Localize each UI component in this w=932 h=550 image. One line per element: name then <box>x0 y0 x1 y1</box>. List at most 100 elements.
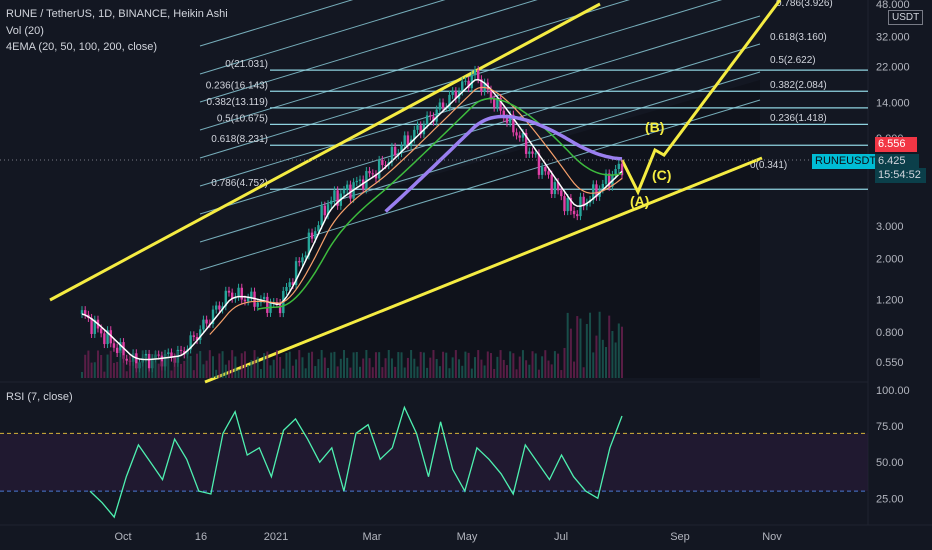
volume-bar <box>196 353 199 378</box>
volume-bar <box>569 328 572 378</box>
currency-badge[interactable]: USDT <box>888 10 924 25</box>
fib-retracement-label: 0.5(10.675) <box>217 113 268 124</box>
volume-bar <box>157 363 160 378</box>
candle-body <box>211 309 215 324</box>
candle-body <box>355 180 358 183</box>
fib-extension-label: 0.5(2.622) <box>770 55 816 66</box>
volume-bar <box>589 312 592 378</box>
candle-body <box>592 184 595 200</box>
rsi-tick-label: 25.00 <box>876 493 904 505</box>
time-tick-label: 16 <box>195 531 207 543</box>
candle-body <box>576 214 579 217</box>
volume-bar <box>429 357 432 378</box>
wave-label: (B) <box>645 119 664 135</box>
volume-bar <box>592 352 595 378</box>
candle-body <box>262 296 266 300</box>
volume-bar <box>253 350 256 378</box>
candle-body <box>346 184 349 191</box>
volume-bar <box>566 312 569 378</box>
price-tick-label: 0.550 <box>876 357 904 369</box>
volume-bar <box>397 352 400 378</box>
candle-body <box>377 159 381 179</box>
fib-extension-label: 0.786(3.926) <box>776 0 833 9</box>
volume-bar <box>518 356 521 378</box>
volume-bar <box>547 360 550 378</box>
candle-body <box>330 200 333 205</box>
candle-body <box>336 190 339 206</box>
volume-legend[interactable]: Vol (20) <box>6 25 44 37</box>
candle-body <box>569 198 573 211</box>
symbol-legend[interactable]: RUNE / TetherUS, 1D, BINANCE, Heikin Ash… <box>6 8 228 20</box>
channel-parallel-line <box>199 0 723 159</box>
volume-bar <box>320 350 323 378</box>
candle-body <box>285 287 288 291</box>
candle-body <box>294 261 298 286</box>
volume-bar <box>614 342 617 378</box>
price-pane[interactable]: 0(21.031) 0.236(16.143) 0.382(13.119) 0.5(1… <box>0 0 868 384</box>
candle-body <box>499 97 502 111</box>
volume-bar <box>611 331 614 378</box>
candle-body <box>147 353 151 369</box>
volume-bar <box>422 352 425 378</box>
candle-body <box>119 342 122 354</box>
volume-bar <box>362 358 365 378</box>
candle-body <box>365 171 368 190</box>
candle-body <box>230 292 234 299</box>
candle-body <box>250 291 253 298</box>
candle-body <box>563 196 566 212</box>
volume-bar <box>390 358 393 378</box>
volume-bar <box>528 364 531 378</box>
wave-label: (C) <box>652 167 671 183</box>
volume-bar <box>557 353 560 378</box>
volume-bar <box>438 366 441 378</box>
volume-bar <box>288 351 291 378</box>
candle-body <box>461 81 464 92</box>
fib-retracement-label: 0.236(16.143) <box>206 80 268 91</box>
volume-bar <box>112 362 115 378</box>
candle-body <box>470 75 474 89</box>
candle-body <box>550 174 553 195</box>
candle-body <box>99 328 103 334</box>
rsi-legend[interactable]: RSI (7, close) <box>6 391 73 403</box>
ema-legend[interactable]: 4EMA (20, 50, 100, 200, close) <box>6 41 158 53</box>
volume-bar <box>458 359 461 378</box>
volume-bar <box>432 350 435 378</box>
volume-bar <box>183 360 186 378</box>
volume-bar <box>96 350 99 378</box>
volume-bar <box>435 359 438 378</box>
candle-body <box>601 183 605 190</box>
volume-bar <box>119 350 122 378</box>
candle-body <box>218 305 221 310</box>
candle-body <box>215 305 218 310</box>
channel-parallel-line <box>199 0 630 131</box>
time-tick-label: May <box>457 531 478 543</box>
axes: 48.00032.00022.00014.0009.0003.0002.0001… <box>114 0 909 543</box>
candle-body <box>438 102 442 110</box>
time-tick-label: 2021 <box>264 531 288 543</box>
volume-bar <box>202 364 205 378</box>
candle-body <box>240 287 243 300</box>
volume-bar <box>454 350 457 378</box>
volume-bar <box>493 368 496 378</box>
volume-bar <box>135 363 138 378</box>
volume-bar <box>122 355 125 378</box>
volume-bar <box>467 352 470 378</box>
volume-bar <box>534 353 537 378</box>
candle-body <box>547 171 550 175</box>
volume-bar <box>381 367 384 378</box>
volume-bar <box>358 366 361 378</box>
candle-body <box>614 169 617 175</box>
candle-body <box>528 151 531 154</box>
candle-body <box>419 125 422 135</box>
candle-body <box>604 173 608 184</box>
volume-bar <box>269 365 272 378</box>
volume-bar <box>576 316 579 378</box>
time-tick-label: Oct <box>114 531 131 543</box>
candle-body <box>307 232 311 256</box>
rsi-pane[interactable] <box>0 405 868 519</box>
volume-bar <box>106 354 109 378</box>
candle-body <box>492 99 496 108</box>
volume-bar <box>601 339 604 378</box>
volume-bar <box>186 350 189 378</box>
